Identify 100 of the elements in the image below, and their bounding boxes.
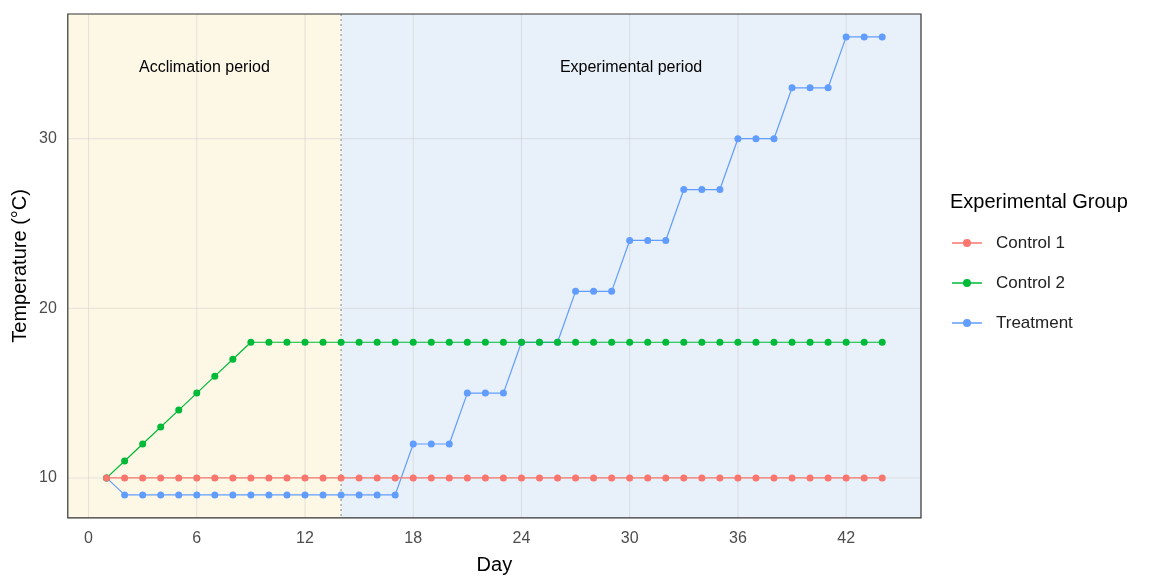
point bbox=[770, 338, 778, 346]
point bbox=[391, 474, 399, 482]
point bbox=[337, 338, 345, 346]
point bbox=[626, 236, 634, 244]
point bbox=[211, 372, 219, 380]
point bbox=[373, 338, 381, 346]
point bbox=[481, 338, 489, 346]
point bbox=[193, 491, 201, 499]
point bbox=[157, 474, 165, 482]
point bbox=[806, 338, 814, 346]
point bbox=[247, 338, 255, 346]
point bbox=[878, 338, 886, 346]
point bbox=[824, 84, 832, 92]
point bbox=[860, 33, 868, 41]
point bbox=[554, 474, 562, 482]
point bbox=[283, 338, 291, 346]
point bbox=[590, 287, 598, 295]
point bbox=[373, 491, 381, 499]
point bbox=[734, 474, 742, 482]
point bbox=[175, 474, 183, 482]
point bbox=[301, 338, 309, 346]
point bbox=[265, 338, 273, 346]
point bbox=[680, 338, 688, 346]
point bbox=[806, 474, 814, 482]
point bbox=[265, 474, 273, 482]
point bbox=[481, 389, 489, 397]
point bbox=[391, 338, 399, 346]
point bbox=[355, 338, 363, 346]
point bbox=[391, 491, 399, 499]
point bbox=[319, 474, 327, 482]
legend-label: Treatment bbox=[996, 313, 1073, 333]
point bbox=[590, 474, 598, 482]
point bbox=[734, 338, 742, 346]
point bbox=[409, 338, 417, 346]
x-tick-label: 12 bbox=[296, 528, 314, 546]
point bbox=[806, 84, 814, 92]
point bbox=[175, 491, 183, 499]
legend-label: Control 1 bbox=[996, 233, 1065, 253]
point bbox=[445, 440, 453, 448]
x-tick-label: 24 bbox=[512, 528, 531, 546]
point bbox=[572, 474, 580, 482]
point bbox=[463, 474, 471, 482]
point bbox=[283, 491, 291, 499]
point bbox=[860, 474, 868, 482]
point bbox=[157, 423, 165, 431]
point bbox=[355, 491, 363, 499]
point bbox=[121, 491, 129, 499]
point bbox=[499, 389, 507, 397]
legend-title: Experimental Group bbox=[950, 190, 1128, 213]
point bbox=[427, 338, 435, 346]
point bbox=[698, 186, 706, 194]
point bbox=[355, 474, 363, 482]
point bbox=[211, 491, 219, 499]
point bbox=[463, 389, 471, 397]
point bbox=[698, 474, 706, 482]
y-tick-label: 30 bbox=[39, 129, 57, 147]
point bbox=[283, 474, 291, 482]
point bbox=[842, 33, 850, 41]
point bbox=[445, 474, 453, 482]
point bbox=[139, 491, 147, 499]
point bbox=[734, 135, 742, 143]
point bbox=[409, 440, 417, 448]
point bbox=[463, 338, 471, 346]
point bbox=[878, 33, 886, 41]
point bbox=[680, 474, 688, 482]
point bbox=[121, 457, 129, 465]
point bbox=[662, 236, 670, 244]
point bbox=[716, 186, 724, 194]
point bbox=[427, 474, 435, 482]
point bbox=[572, 338, 580, 346]
band-label: Experimental period bbox=[559, 58, 703, 76]
point bbox=[445, 338, 453, 346]
point bbox=[842, 338, 850, 346]
x-tick-label: 18 bbox=[404, 528, 423, 546]
point bbox=[608, 338, 616, 346]
point bbox=[139, 440, 147, 448]
point bbox=[247, 491, 255, 499]
point bbox=[572, 287, 580, 295]
point bbox=[608, 474, 616, 482]
point bbox=[590, 338, 598, 346]
point bbox=[608, 287, 616, 295]
point bbox=[752, 474, 760, 482]
point bbox=[193, 474, 201, 482]
point bbox=[752, 338, 760, 346]
point bbox=[860, 338, 868, 346]
point bbox=[229, 491, 237, 499]
legend-label: Control 2 bbox=[996, 273, 1065, 293]
point bbox=[752, 135, 760, 143]
point bbox=[824, 338, 832, 346]
point bbox=[644, 236, 652, 244]
x-tick-label: 30 bbox=[620, 528, 639, 546]
point bbox=[499, 474, 507, 482]
point bbox=[337, 474, 345, 482]
point bbox=[193, 389, 201, 397]
point bbox=[788, 84, 796, 92]
point bbox=[824, 474, 832, 482]
point bbox=[409, 474, 417, 482]
x-tick-label: 0 bbox=[84, 528, 94, 546]
point bbox=[319, 338, 327, 346]
point bbox=[662, 474, 670, 482]
